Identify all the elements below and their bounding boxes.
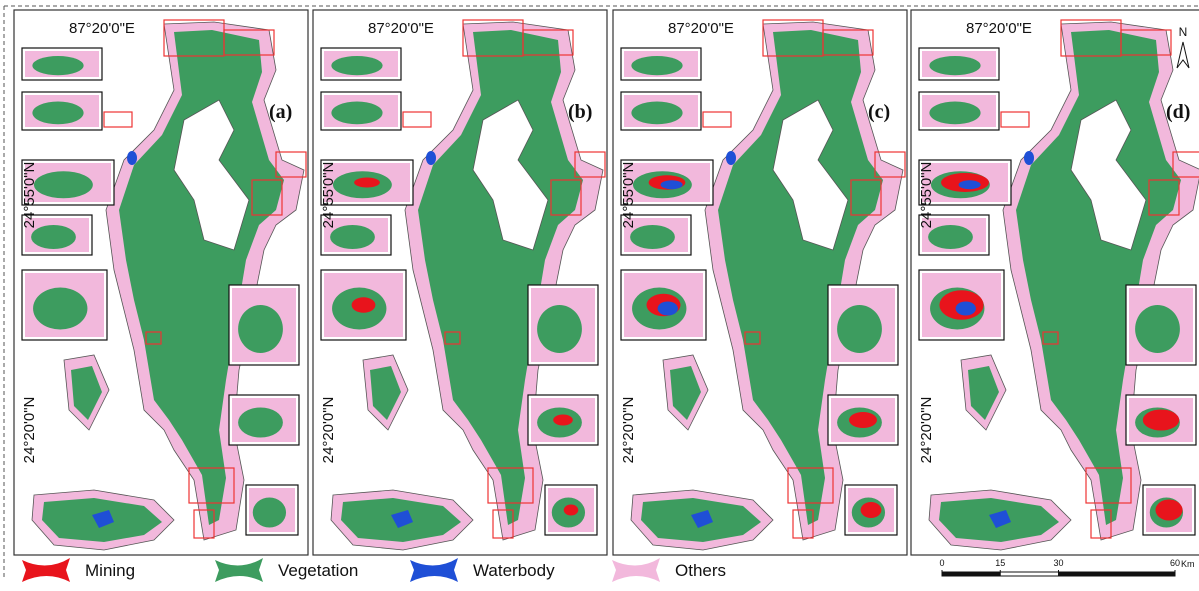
latitude-label: 24°55'0"N (620, 162, 637, 229)
north-label: N (1179, 25, 1188, 39)
scale-segment (1059, 572, 1176, 576)
inset-vegetation (929, 102, 980, 125)
latitude-label: 24°20'0"N (620, 397, 637, 464)
inset-mining (553, 415, 573, 426)
inset-mining (354, 178, 380, 188)
inset-mining (1155, 500, 1182, 521)
latitude-label: 24°20'0"N (320, 397, 337, 464)
longitude-label: 87°20'0"E (668, 20, 734, 37)
latitude-label: 24°55'0"N (21, 162, 38, 229)
map-panel: 87°20'0"E (b) 24°55'0"N 24°20'0"N (313, 10, 607, 555)
longitude-label: 87°20'0"E (966, 20, 1032, 37)
legend-label: Waterbody (473, 561, 555, 580)
panel-label: (b) (568, 101, 592, 123)
latitude-label: 24°20'0"N (21, 397, 38, 464)
waterbody (726, 151, 736, 165)
legend-swatch (410, 558, 458, 582)
waterbody (1024, 151, 1034, 165)
map-panel: 87°20'0"E (c) 24°55'0"N 24°20'0"N (613, 10, 907, 555)
inset-vegetation (34, 171, 93, 198)
inset-water (658, 302, 678, 316)
legend-label: Mining (85, 561, 135, 580)
panels: 87°20'0"E (a) 24°55'0"N 24°20'0"N 87°20'0"E (… (14, 10, 1199, 555)
legend-label: Vegetation (278, 561, 358, 580)
inset-vegetation (1135, 305, 1180, 353)
legend-swatch (215, 558, 263, 582)
scale-tick-label: 15 (995, 558, 1005, 568)
inset-mining (564, 505, 579, 516)
inset-vegetation (238, 408, 283, 438)
scale-tick-label: 60 (1170, 558, 1180, 568)
inset-vegetation (331, 56, 382, 75)
inset-vegetation (253, 498, 286, 528)
inset-water (956, 302, 976, 316)
inset-vegetation (238, 305, 283, 353)
waterbody (127, 151, 137, 165)
inset-mining (861, 502, 882, 518)
inset-vegetation (929, 56, 980, 75)
waterbody (426, 151, 436, 165)
scale-segment (1000, 572, 1058, 576)
inset-mining (849, 412, 877, 428)
inset-vegetation (631, 56, 682, 75)
inset-vegetation (537, 305, 582, 353)
inset-vegetation (32, 102, 83, 125)
inset-vegetation (33, 288, 87, 330)
legend-swatch (22, 558, 70, 582)
panel-label: (c) (868, 101, 890, 123)
map-panel: 87°20'0"E (d) 24°55'0"N 24°20'0"N (911, 10, 1199, 555)
latitude-label: 24°20'0"N (918, 397, 935, 464)
inset-vegetation (32, 56, 83, 75)
latitude-label: 24°55'0"N (320, 162, 337, 229)
map-panel: 87°20'0"E (a) 24°55'0"N 24°20'0"N (14, 10, 308, 555)
inset-mining (352, 297, 376, 312)
legend-swatch (612, 558, 660, 582)
scale-unit: Km (1181, 559, 1195, 569)
inset-vegetation (631, 102, 682, 125)
inset-mining (1143, 410, 1179, 431)
figure: 87°20'0"E (a) 24°55'0"N 24°20'0"N 87°20'0"E (… (0, 0, 1199, 586)
inset-water (959, 180, 981, 189)
panel-label: (a) (269, 101, 292, 123)
longitude-label: 87°20'0"E (69, 20, 135, 37)
inset-vegetation (837, 305, 882, 353)
scale-segment (942, 572, 1000, 576)
legend-label: Others (675, 561, 726, 580)
longitude-label: 87°20'0"E (368, 20, 434, 37)
inset-water (661, 180, 683, 189)
inset-vegetation (331, 102, 382, 125)
scale-tick-label: 0 (939, 558, 944, 568)
latitude-label: 24°55'0"N (918, 162, 935, 229)
panel-label: (d) (1166, 101, 1190, 123)
scale-tick-label: 30 (1053, 558, 1063, 568)
legend: Mining Vegetation Waterbody Others (22, 558, 726, 582)
